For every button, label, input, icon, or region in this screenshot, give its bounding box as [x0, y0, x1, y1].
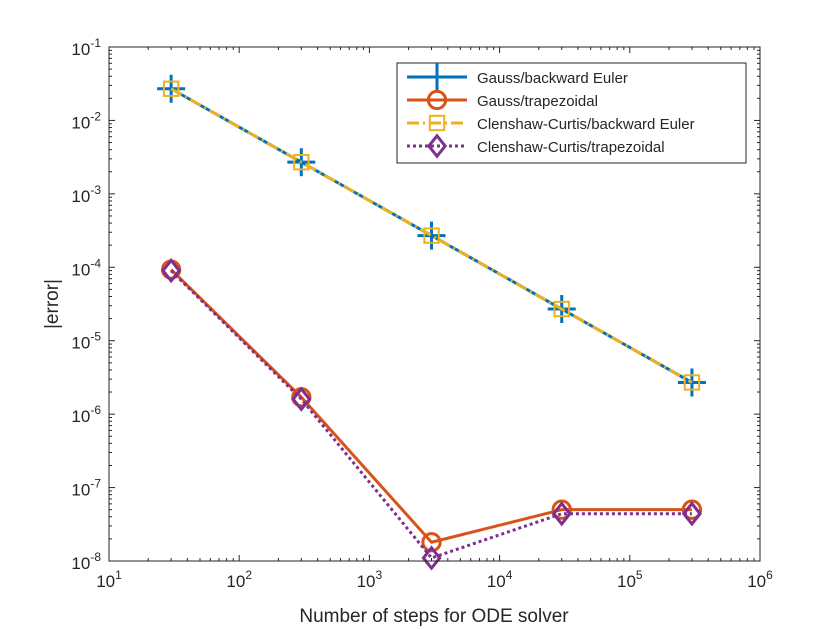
legend-item: Clenshaw-Curtis/backward Euler	[407, 114, 695, 133]
data-point	[421, 545, 442, 571]
series-line	[170, 269, 692, 560]
legend-label: Gauss/trapezoidal	[477, 93, 598, 110]
data-point	[683, 374, 701, 391]
x-tick-label: 106	[747, 568, 773, 591]
x-tick-label: 103	[357, 568, 383, 591]
legend-item: Clenshaw-Curtis/trapezoidal	[407, 133, 665, 159]
series-2	[162, 80, 701, 391]
axes-box	[108, 46, 761, 562]
x-tick-label: 102	[226, 568, 252, 591]
data-point	[553, 300, 570, 318]
legend-item: Gauss/trapezoidal	[407, 89, 598, 111]
x-axis-label: Number of steps for ODE solver	[299, 606, 569, 627]
legend-marker	[426, 89, 448, 111]
data-point	[291, 386, 312, 412]
series-3	[161, 258, 703, 571]
y-tick-label: 10-3	[71, 183, 101, 206]
legend-item: Gauss/backward Euler	[407, 63, 628, 91]
data-point	[551, 501, 572, 527]
legend-label: Clenshaw-Curtis/trapezoidal	[477, 139, 665, 156]
legend-marker	[426, 133, 448, 159]
legend-label: Clenshaw-Curtis/backward Euler	[477, 116, 695, 133]
legend-marker	[428, 114, 446, 132]
y-tick-label: 10-8	[71, 550, 101, 573]
legend-marker	[423, 63, 451, 91]
x-tick-label: 101	[96, 568, 122, 591]
series-layer	[157, 74, 706, 571]
data-point	[421, 532, 442, 553]
x-tick-label: 105	[617, 568, 643, 591]
legend-label: Gauss/backward Euler	[477, 70, 628, 87]
legend: Gauss/backward Euler Gauss/trapezoidal Cle…	[396, 62, 747, 164]
y-tick-label: 10-5	[71, 330, 101, 353]
data-point	[161, 258, 182, 284]
data-point	[551, 499, 572, 520]
data-point	[417, 221, 446, 250]
y-tick-label: 10-1	[71, 36, 101, 59]
ticks-layer: 101 102 103 104 105 106 10-8 10-7 10-6 10-5 10-4 10…	[71, 36, 773, 591]
data-point	[681, 499, 703, 520]
data-point	[423, 227, 440, 244]
data-point	[681, 501, 703, 527]
y-axis-label: |error|	[42, 279, 63, 329]
y-tick-label: 10-6	[71, 403, 101, 426]
y-tick-label: 10-2	[71, 109, 101, 132]
series-line	[170, 87, 693, 384]
x-tick-label: 104	[487, 568, 513, 591]
data-point	[293, 153, 310, 171]
y-tick-label: 10-7	[71, 477, 101, 500]
data-point	[162, 80, 180, 97]
y-tick-label: 10-4	[71, 256, 101, 279]
